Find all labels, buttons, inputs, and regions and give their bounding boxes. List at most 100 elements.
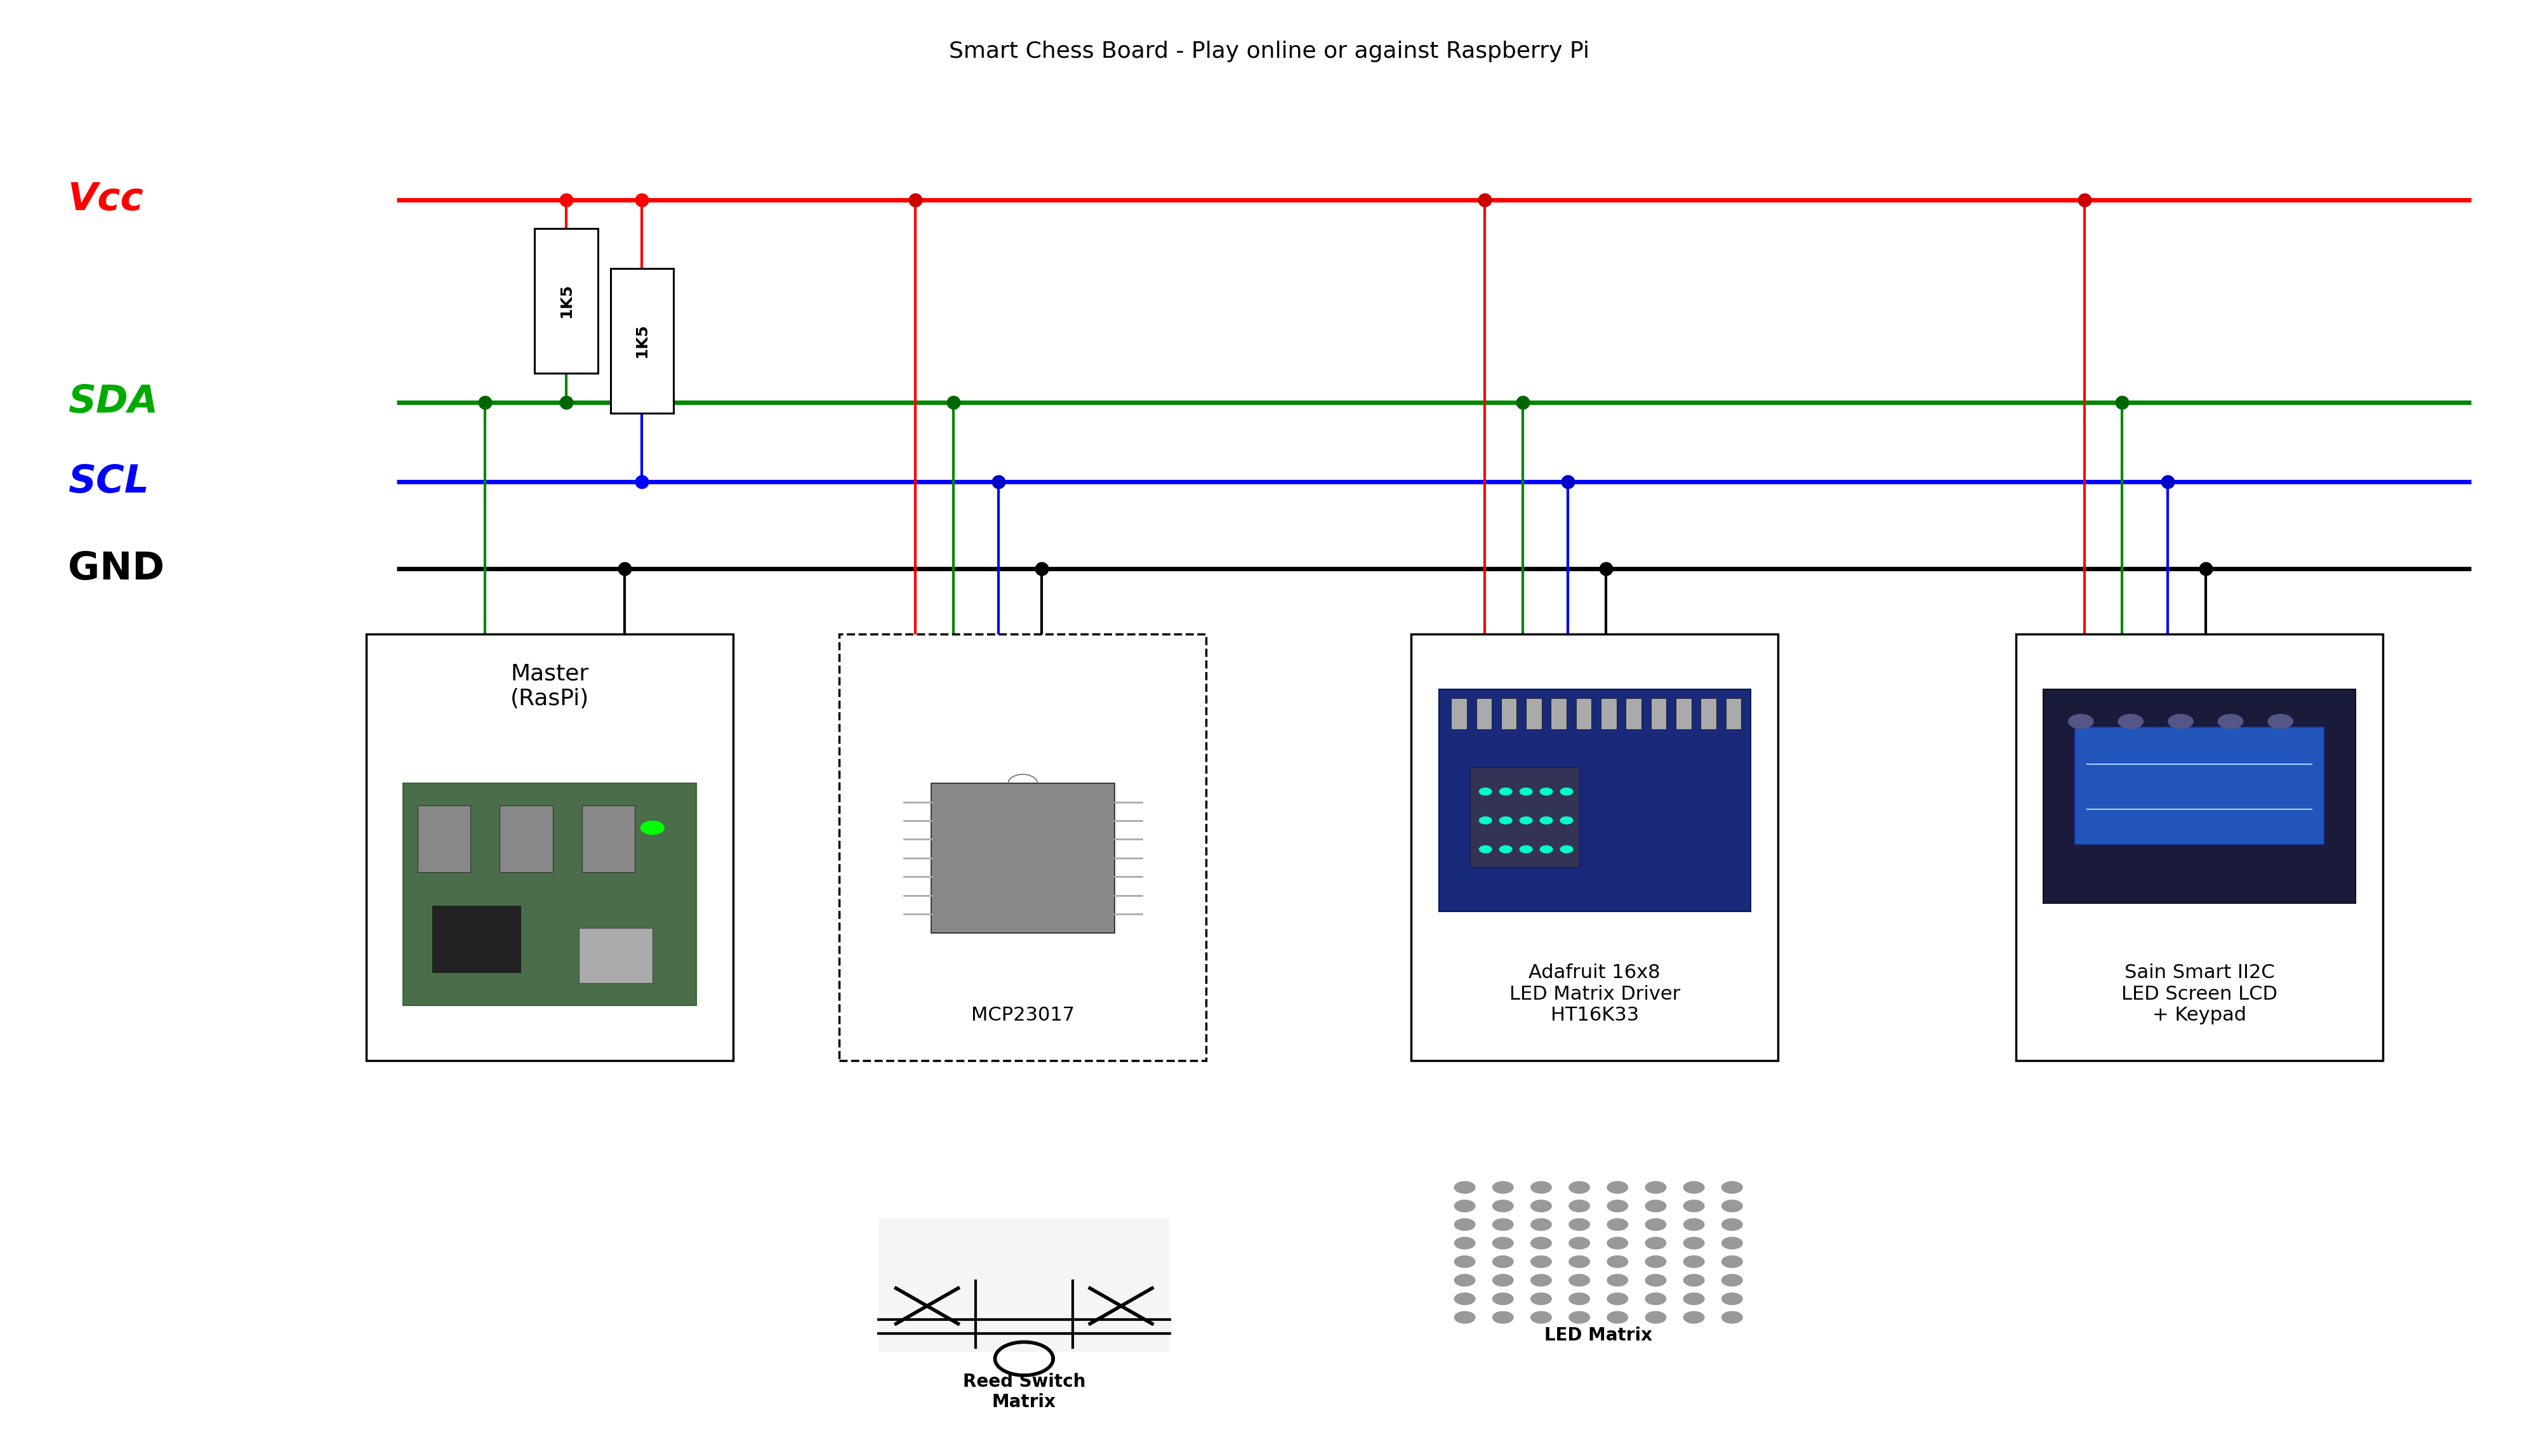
Bar bbox=[1470, 767, 1579, 866]
Bar bbox=[1526, 699, 1541, 729]
Circle shape bbox=[1501, 788, 1513, 795]
Circle shape bbox=[1493, 1238, 1513, 1249]
Circle shape bbox=[1607, 1293, 1627, 1305]
Circle shape bbox=[1607, 1312, 1627, 1324]
Text: Vcc: Vcc bbox=[69, 181, 145, 218]
Bar bbox=[1727, 699, 1742, 729]
Bar bbox=[878, 1219, 1170, 1351]
Bar bbox=[581, 805, 635, 872]
Circle shape bbox=[1645, 1255, 1666, 1268]
Circle shape bbox=[1501, 817, 1513, 824]
Circle shape bbox=[1531, 1181, 1551, 1194]
Circle shape bbox=[1683, 1312, 1704, 1324]
Circle shape bbox=[2069, 715, 2092, 728]
Circle shape bbox=[1561, 817, 1572, 824]
Text: 1K5: 1K5 bbox=[559, 284, 574, 319]
Bar bbox=[840, 633, 1206, 1061]
Circle shape bbox=[1455, 1255, 1475, 1268]
Text: Reed Switch
Matrix: Reed Switch Matrix bbox=[962, 1373, 1087, 1411]
Circle shape bbox=[1645, 1181, 1666, 1194]
Circle shape bbox=[1501, 846, 1513, 853]
Circle shape bbox=[1569, 1274, 1589, 1286]
Circle shape bbox=[1480, 817, 1493, 824]
Circle shape bbox=[1455, 1181, 1475, 1194]
Text: Smart Chess Board - Play online or against Raspberry Pi: Smart Chess Board - Play online or again… bbox=[950, 41, 1589, 63]
Circle shape bbox=[1561, 846, 1572, 853]
Circle shape bbox=[1645, 1312, 1666, 1324]
Bar bbox=[1650, 699, 1666, 729]
Circle shape bbox=[1531, 1274, 1551, 1286]
Point bbox=[604, 558, 645, 581]
Circle shape bbox=[1521, 788, 1531, 795]
Circle shape bbox=[1721, 1293, 1742, 1305]
Bar bbox=[1625, 699, 1640, 729]
Bar bbox=[579, 927, 653, 983]
Circle shape bbox=[1721, 1312, 1742, 1324]
Circle shape bbox=[1645, 1219, 1666, 1230]
Circle shape bbox=[1683, 1200, 1704, 1211]
Bar bbox=[536, 229, 597, 373]
Circle shape bbox=[1721, 1181, 1742, 1194]
Circle shape bbox=[1521, 817, 1531, 824]
Point bbox=[2186, 558, 2227, 581]
Circle shape bbox=[1607, 1219, 1627, 1230]
Point bbox=[546, 390, 587, 414]
Circle shape bbox=[1455, 1274, 1475, 1286]
Circle shape bbox=[1569, 1293, 1589, 1305]
Bar bbox=[1501, 699, 1516, 729]
Circle shape bbox=[1607, 1181, 1627, 1194]
Point bbox=[465, 390, 505, 414]
Bar bbox=[1577, 699, 1592, 729]
Circle shape bbox=[1569, 1219, 1589, 1230]
Circle shape bbox=[1493, 1181, 1513, 1194]
Circle shape bbox=[1683, 1219, 1704, 1230]
Point bbox=[2148, 470, 2189, 494]
Circle shape bbox=[1493, 1200, 1513, 1211]
Circle shape bbox=[1455, 1200, 1475, 1211]
Circle shape bbox=[2118, 715, 2143, 728]
Bar bbox=[1602, 699, 1617, 729]
Text: LED Matrix: LED Matrix bbox=[1544, 1326, 1653, 1344]
Circle shape bbox=[1480, 846, 1493, 853]
Circle shape bbox=[1645, 1238, 1666, 1249]
Text: GND: GND bbox=[69, 550, 165, 588]
Circle shape bbox=[1607, 1200, 1627, 1211]
Circle shape bbox=[1607, 1255, 1627, 1268]
Circle shape bbox=[1455, 1293, 1475, 1305]
Point bbox=[1465, 188, 1506, 211]
Circle shape bbox=[1531, 1312, 1551, 1324]
Bar bbox=[416, 805, 470, 872]
Circle shape bbox=[1569, 1200, 1589, 1211]
Circle shape bbox=[1607, 1238, 1627, 1249]
Circle shape bbox=[1683, 1274, 1704, 1286]
Circle shape bbox=[1721, 1274, 1742, 1286]
Circle shape bbox=[1531, 1255, 1551, 1268]
Point bbox=[622, 470, 663, 494]
Circle shape bbox=[2168, 715, 2194, 728]
Circle shape bbox=[1493, 1274, 1513, 1286]
Point bbox=[622, 188, 663, 211]
Circle shape bbox=[1569, 1181, 1589, 1194]
Circle shape bbox=[1493, 1312, 1513, 1324]
Point bbox=[978, 470, 1018, 494]
Circle shape bbox=[1531, 1238, 1551, 1249]
Text: Sain Smart II2C
LED Screen LCD
+ Keypad: Sain Smart II2C LED Screen LCD + Keypad bbox=[2120, 964, 2277, 1025]
Bar bbox=[2016, 633, 2382, 1061]
Circle shape bbox=[1721, 1200, 1742, 1211]
Bar bbox=[1440, 690, 1749, 911]
Bar bbox=[609, 268, 673, 414]
Circle shape bbox=[1531, 1293, 1551, 1305]
Bar bbox=[1475, 699, 1493, 729]
Circle shape bbox=[640, 821, 665, 834]
Bar bbox=[366, 633, 734, 1061]
Circle shape bbox=[2267, 715, 2293, 728]
Circle shape bbox=[2219, 715, 2242, 728]
Circle shape bbox=[1645, 1274, 1666, 1286]
Point bbox=[932, 390, 972, 414]
Circle shape bbox=[1521, 846, 1531, 853]
Bar bbox=[2074, 727, 2323, 844]
Circle shape bbox=[1455, 1312, 1475, 1324]
Circle shape bbox=[1569, 1238, 1589, 1249]
Circle shape bbox=[1569, 1255, 1589, 1268]
Circle shape bbox=[1541, 817, 1551, 824]
